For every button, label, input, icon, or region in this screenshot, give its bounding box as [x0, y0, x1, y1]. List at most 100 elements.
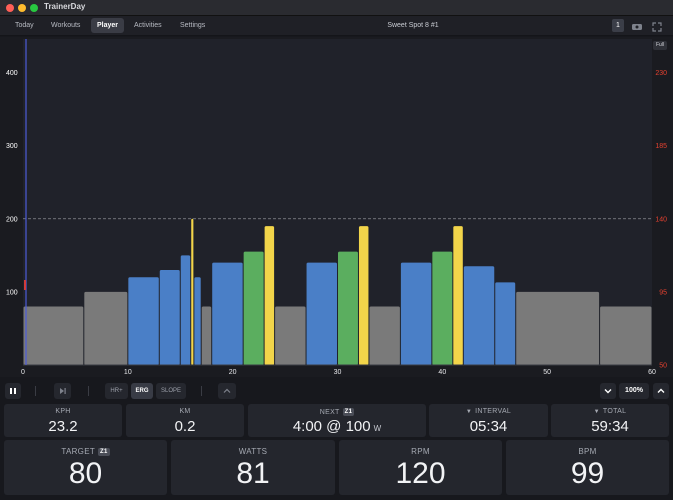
km-value: 0.2	[174, 418, 196, 435]
total-label: TOTAL	[602, 408, 627, 415]
next-label: NEXT	[319, 408, 340, 416]
zoom-decrease-button[interactable]	[600, 383, 616, 399]
workout-bar	[180, 255, 191, 365]
divider	[201, 386, 202, 396]
y2-axis-tick-label: 230	[655, 70, 667, 77]
bpm-value: 99	[570, 457, 605, 490]
erg-mode-button[interactable]: ERG	[131, 383, 153, 399]
workout-bar	[306, 262, 337, 365]
y2-axis-tick-label: 50	[659, 363, 667, 370]
interval-value: 05:34	[469, 418, 508, 435]
kph-label: KPH	[55, 408, 71, 415]
target-label-row: TARGET Z1	[4, 447, 167, 456]
workout-bar	[212, 262, 243, 365]
next-label-row: NEXT Z1	[248, 408, 426, 416]
target-value: 80	[68, 457, 103, 490]
tab-player[interactable]: Player	[91, 18, 125, 33]
fullscreen-icon[interactable]	[651, 20, 663, 32]
tab-activities[interactable]: Activities	[134, 22, 162, 29]
skip-next-button[interactable]	[54, 383, 71, 399]
workout-bar	[463, 266, 495, 365]
divider	[35, 386, 36, 396]
video-icon[interactable]	[631, 20, 643, 32]
workout-bar	[432, 251, 453, 365]
workout-bar	[516, 291, 600, 365]
workout-bar	[453, 226, 463, 365]
player-controls: HR+ ERG SLOPE 100%	[0, 381, 673, 402]
target-label: TARGET	[61, 447, 96, 456]
y2-axis-tick-label: 140	[655, 216, 667, 223]
divider	[88, 386, 89, 396]
workout-bar	[128, 277, 159, 365]
chevron-up-icon	[223, 388, 231, 393]
bpm-label: BPM	[578, 447, 597, 456]
workout-bar	[600, 306, 652, 365]
x-axis-tick-label: 10	[124, 369, 132, 376]
workout-bar	[243, 251, 264, 365]
x-axis-tick-label: 50	[543, 369, 551, 376]
workout-bar	[275, 306, 306, 365]
x-axis-tick-label: 30	[334, 369, 342, 376]
zoom-level: 100%	[619, 383, 649, 399]
next-value-row: 4:00 @ 100 W	[248, 418, 426, 435]
workout-bar	[191, 218, 194, 365]
close-window-button[interactable]	[6, 4, 14, 12]
top-nav: Today Workouts Player Activities Setting…	[0, 16, 673, 36]
total-value: 59:34	[591, 418, 629, 435]
hr-mode-button[interactable]: HR+	[105, 383, 128, 399]
workout-bar	[159, 269, 180, 365]
tab-workouts[interactable]: Workouts	[51, 22, 81, 29]
device-count-badge[interactable]: 1	[612, 19, 624, 32]
app-title: TrainerDay	[44, 2, 86, 11]
x-axis-tick-label: 20	[229, 369, 237, 376]
next-unit: W	[373, 424, 382, 433]
workout-bar	[400, 262, 432, 365]
interval-label-row: ▼ INTERVAL	[429, 408, 548, 415]
y2-axis-tick-label: 185	[655, 143, 667, 150]
total-label-row: ▼ TOTAL	[551, 408, 669, 415]
next-value: 4:00 @ 100	[292, 418, 371, 435]
next-zone-badge: Z1	[342, 408, 355, 416]
workout-bar	[338, 251, 358, 365]
workout-bar	[358, 226, 369, 365]
zoom-window-button[interactable]	[30, 4, 38, 12]
workout-bar	[194, 277, 201, 365]
workout-bar	[264, 226, 275, 365]
kph-tile: KPH 23.2	[4, 404, 122, 437]
target-zone-badge: Z1	[98, 447, 110, 456]
slope-mode-button[interactable]: SLOPE	[156, 383, 186, 399]
pause-button[interactable]	[5, 383, 21, 399]
kph-value: 23.2	[48, 418, 78, 435]
watts-value: 81	[236, 457, 270, 490]
workout-bar	[201, 306, 212, 365]
watts-tile: WATTS 81	[171, 440, 335, 495]
workout-bar	[84, 291, 128, 365]
km-tile: KM 0.2	[126, 404, 244, 437]
interval-label: INTERVAL	[475, 408, 512, 415]
expand-up-button[interactable]	[218, 383, 236, 399]
y-axis-tick-label: 200	[6, 216, 18, 223]
workout-title: Sweet Spot 8 #1	[387, 22, 439, 29]
x-axis-tick-label: 0	[21, 369, 25, 376]
interval-tile[interactable]: ▼ INTERVAL 05:34	[429, 404, 548, 437]
rpm-label: RPM	[411, 447, 430, 456]
heart-rate-marker	[24, 280, 26, 290]
bpm-tile: BPM 99	[506, 440, 669, 495]
tab-settings[interactable]: Settings	[180, 22, 206, 29]
y-axis-tick-label: 100	[6, 289, 18, 296]
caret-down-icon: ▼	[593, 409, 600, 415]
workout-bar	[369, 306, 400, 365]
tab-today[interactable]: Today	[15, 22, 34, 29]
rpm-tile: RPM 120	[339, 440, 502, 495]
watts-label: WATTS	[238, 447, 268, 456]
rpm-value: 120	[395, 457, 446, 490]
x-axis-tick-label: 60	[648, 369, 656, 376]
total-tile[interactable]: ▼ TOTAL 59:34	[551, 404, 669, 437]
target-tile: TARGET Z1 80	[4, 440, 167, 495]
workout-chart-area: 100 200 300 400 50 95 140 185 230 0 10 20 30 40 50 60	[0, 37, 673, 377]
minimize-window-button[interactable]	[18, 4, 26, 12]
full-view-button[interactable]: Full	[653, 41, 667, 50]
workout-bar	[23, 306, 84, 365]
zoom-increase-button[interactable]	[653, 383, 669, 399]
